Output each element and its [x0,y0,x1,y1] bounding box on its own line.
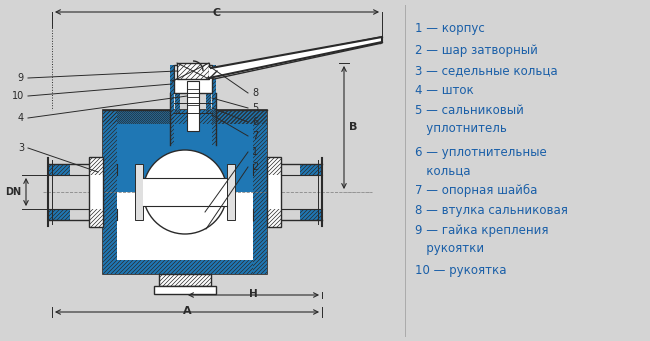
Bar [175,93,180,113]
Text: 6: 6 [252,117,258,127]
Text: 4 — шток: 4 — шток [415,84,474,97]
Bar [227,164,235,220]
Text: 7: 7 [252,131,258,141]
Text: 7 — опорная шайба: 7 — опорная шайба [415,184,538,197]
Text: 2: 2 [252,162,258,172]
Text: B: B [349,122,358,133]
Bar [212,65,216,145]
Text: 3 — седельные кольца: 3 — седельные кольца [415,64,558,77]
Bar [143,178,227,206]
Text: 6 — уплотнительные: 6 — уплотнительные [415,146,547,159]
Bar [267,209,281,227]
Text: H: H [249,289,258,299]
Bar [103,110,170,124]
Bar [103,110,267,274]
Bar [187,81,199,131]
Bar [267,157,281,175]
Bar [89,157,103,227]
Text: 9: 9 [18,73,24,83]
Bar [177,63,209,79]
Text: 8 — втулка сальниковая: 8 — втулка сальниковая [415,204,568,217]
Polygon shape [209,40,382,79]
Bar [177,63,209,79]
Bar [103,110,117,274]
Polygon shape [209,37,382,78]
Bar [159,274,211,286]
Bar [117,260,253,274]
Bar [206,93,211,113]
Text: кольца: кольца [415,164,471,177]
Text: 3: 3 [18,143,24,153]
Bar [174,65,212,93]
Text: уплотнитель: уплотнитель [415,122,507,135]
Text: рукоятки: рукоятки [415,242,484,255]
Text: C: C [213,8,221,18]
Bar [154,286,216,294]
Bar [170,65,174,145]
Bar [300,164,322,175]
Bar [135,164,143,220]
Bar [253,110,267,274]
Bar [89,157,103,175]
Bar [159,274,211,286]
Text: 2 — шар затворный: 2 — шар затворный [415,44,538,57]
Bar [300,209,322,220]
Text: 9 — гайка крепления: 9 — гайка крепления [415,224,549,237]
Text: A: A [183,306,191,316]
Text: 5 — сальниковый: 5 — сальниковый [415,104,524,117]
Bar [216,110,267,124]
Bar [89,209,103,227]
Bar [48,164,70,175]
Text: 4: 4 [18,113,24,123]
Circle shape [143,150,227,234]
Text: DN: DN [5,187,21,197]
Bar [48,209,70,220]
Bar [103,110,267,192]
Bar [267,157,281,227]
Text: 1: 1 [252,147,258,157]
Bar [117,110,253,124]
Text: 8: 8 [252,88,258,98]
Text: 10 — рукоятка: 10 — рукоятка [415,264,506,277]
Text: 10: 10 [12,91,24,101]
Text: 1 — корпус: 1 — корпус [415,22,485,35]
Text: 5: 5 [252,103,258,113]
